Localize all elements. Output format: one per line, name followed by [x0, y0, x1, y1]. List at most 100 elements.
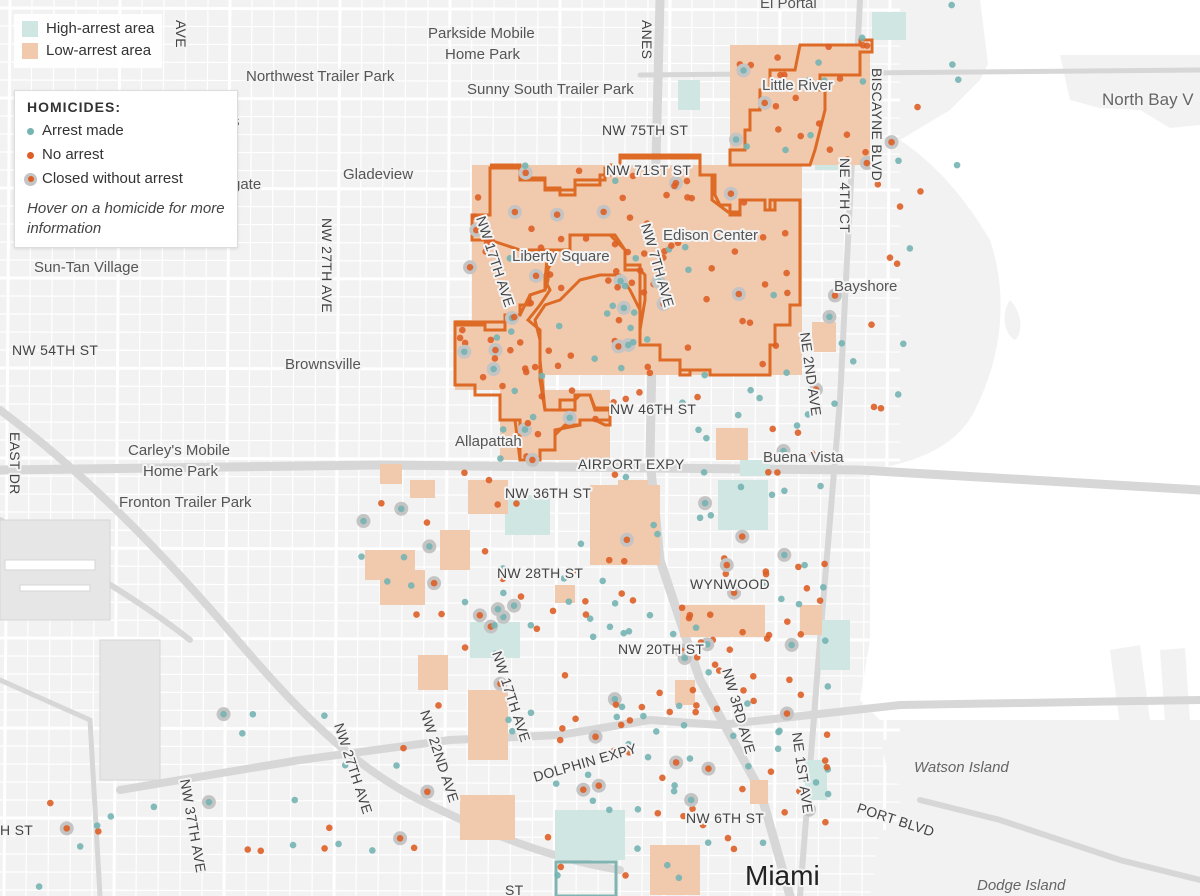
homicide-arrest-made[interactable] [239, 730, 246, 737]
homicide-no-arrest[interactable] [843, 131, 851, 138]
homicide-arrest-made[interactable] [670, 787, 678, 795]
homicide-arrest-made[interactable] [696, 514, 704, 522]
homicide-arrest-made[interactable] [289, 841, 297, 849]
homicide-arrest-made[interactable] [35, 883, 43, 890]
homicide-no-arrest[interactable] [708, 265, 716, 272]
homicide-no-arrest[interactable] [605, 556, 613, 564]
homicide-no-arrest[interactable] [781, 809, 788, 816]
homicide-no-arrest[interactable] [794, 429, 802, 436]
homicide-arrest-made[interactable] [521, 426, 529, 433]
homicide-no-arrest[interactable] [423, 519, 431, 526]
homicide-no-arrest[interactable] [614, 284, 621, 291]
homicide-arrest-made[interactable] [686, 755, 694, 762]
homicide-no-arrest[interactable] [683, 177, 691, 185]
homicide-no-arrest[interactable] [749, 673, 757, 680]
homicide-no-arrest[interactable] [430, 579, 438, 587]
homicide-no-arrest[interactable] [582, 598, 589, 605]
homicide-no-arrest[interactable] [592, 415, 599, 423]
homicide-no-arrest[interactable] [623, 536, 631, 544]
homicide-arrest-made[interactable] [461, 598, 469, 606]
homicide-arrest-made[interactable] [609, 302, 617, 310]
homicide-arrest-made[interactable] [584, 771, 592, 779]
homicide-points[interactable] [35, 1, 962, 890]
homicide-no-arrest[interactable] [557, 284, 565, 292]
homicide-arrest-made[interactable] [849, 357, 857, 365]
homicide-no-arrest[interactable] [797, 630, 805, 638]
homicide-no-arrest[interactable] [638, 703, 646, 711]
homicide-no-arrest[interactable] [689, 686, 697, 694]
homicide-no-arrest[interactable] [822, 818, 829, 826]
homicide-no-arrest[interactable] [740, 687, 747, 694]
homicide-arrest-made[interactable] [705, 668, 712, 676]
homicide-no-arrest[interactable] [672, 759, 680, 766]
homicide-arrest-made[interactable] [681, 243, 689, 251]
homicide-no-arrest[interactable] [874, 181, 882, 188]
homicide-arrest-made[interactable] [618, 703, 626, 711]
homicide-no-arrest[interactable] [628, 279, 636, 287]
homicide-no-arrest[interactable] [485, 476, 493, 484]
homicide-no-arrest[interactable] [482, 248, 490, 255]
homicide-no-arrest[interactable] [615, 316, 623, 324]
homicide-no-arrest[interactable] [515, 442, 523, 450]
homicide-arrest-made[interactable] [781, 551, 788, 559]
homicide-no-arrest[interactable] [553, 211, 561, 219]
homicide-no-arrest[interactable] [686, 611, 694, 619]
homicide-arrest-made[interactable] [606, 623, 614, 631]
homicide-no-arrest[interactable] [567, 352, 575, 359]
homicide-no-arrest[interactable] [538, 393, 546, 400]
homicide-no-arrest[interactable] [731, 248, 739, 255]
homicide-no-arrest[interactable] [640, 289, 648, 296]
homicide-arrest-made[interactable] [953, 161, 961, 169]
homicide-arrest-made[interactable] [821, 77, 828, 84]
homicide-arrest-made[interactable] [511, 387, 519, 395]
homicide-no-arrest[interactable] [522, 169, 529, 177]
homicide-arrest-made[interactable] [895, 157, 902, 165]
homicide-no-arrest[interactable] [730, 589, 738, 597]
homicide-no-arrest[interactable] [694, 393, 701, 401]
homicide-arrest-made[interactable] [624, 341, 632, 349]
homicide-no-arrest[interactable] [435, 702, 442, 709]
homicide-arrest-made[interactable] [505, 716, 512, 724]
homicide-no-arrest[interactable] [622, 395, 630, 403]
homicide-no-arrest[interactable] [870, 403, 878, 411]
homicide-no-arrest[interactable] [769, 425, 777, 433]
homicide-arrest-made[interactable] [384, 578, 391, 585]
homicide-arrest-made[interactable] [510, 602, 518, 610]
homicide-arrest-made[interactable] [93, 822, 101, 829]
homicide-no-arrest[interactable] [529, 456, 536, 464]
homicide-no-arrest[interactable] [730, 845, 738, 853]
homicide-no-arrest[interactable] [619, 194, 627, 202]
homicide-arrest-made[interactable] [954, 76, 962, 84]
homicide-no-arrest[interactable] [792, 94, 799, 102]
homicide-no-arrest[interactable] [711, 661, 719, 668]
homicide-arrest-made[interactable] [701, 499, 709, 507]
homicide-arrest-made[interactable] [499, 426, 507, 433]
homicide-arrest-made[interactable] [493, 334, 501, 341]
homicide-arrest-made[interactable] [591, 355, 598, 363]
homicide-arrest-made[interactable] [632, 254, 640, 262]
homicide-no-arrest[interactable] [510, 313, 518, 321]
homicide-no-arrest[interactable] [826, 146, 834, 153]
homicide-arrest-made[interactable] [796, 738, 804, 746]
homicide-arrest-made[interactable] [613, 713, 621, 721]
homicide-arrest-made[interactable] [795, 600, 803, 608]
homicide-no-arrest[interactable] [326, 824, 333, 832]
homicide-no-arrest[interactable] [640, 250, 648, 257]
homicide-arrest-made[interactable] [906, 245, 914, 252]
homicide-no-arrest[interactable] [772, 342, 780, 349]
homicide-arrest-made[interactable] [859, 78, 867, 85]
homicide-no-arrest[interactable] [244, 846, 252, 853]
homicide-no-arrest[interactable] [513, 500, 520, 507]
homicide-arrest-made[interactable] [838, 339, 846, 347]
homicide-arrest-made[interactable] [508, 727, 516, 735]
homicide-no-arrest[interactable] [511, 208, 519, 216]
homicide-no-arrest[interactable] [738, 533, 746, 540]
homicide-arrest-made[interactable] [788, 641, 795, 649]
homicide-arrest-made[interactable] [565, 598, 573, 605]
homicide-no-arrest[interactable] [886, 254, 894, 261]
homicide-arrest-made[interactable] [643, 336, 651, 343]
homicide-arrest-made[interactable] [707, 512, 715, 519]
homicide-no-arrest[interactable] [896, 203, 904, 210]
homicide-no-arrest[interactable] [456, 334, 464, 342]
